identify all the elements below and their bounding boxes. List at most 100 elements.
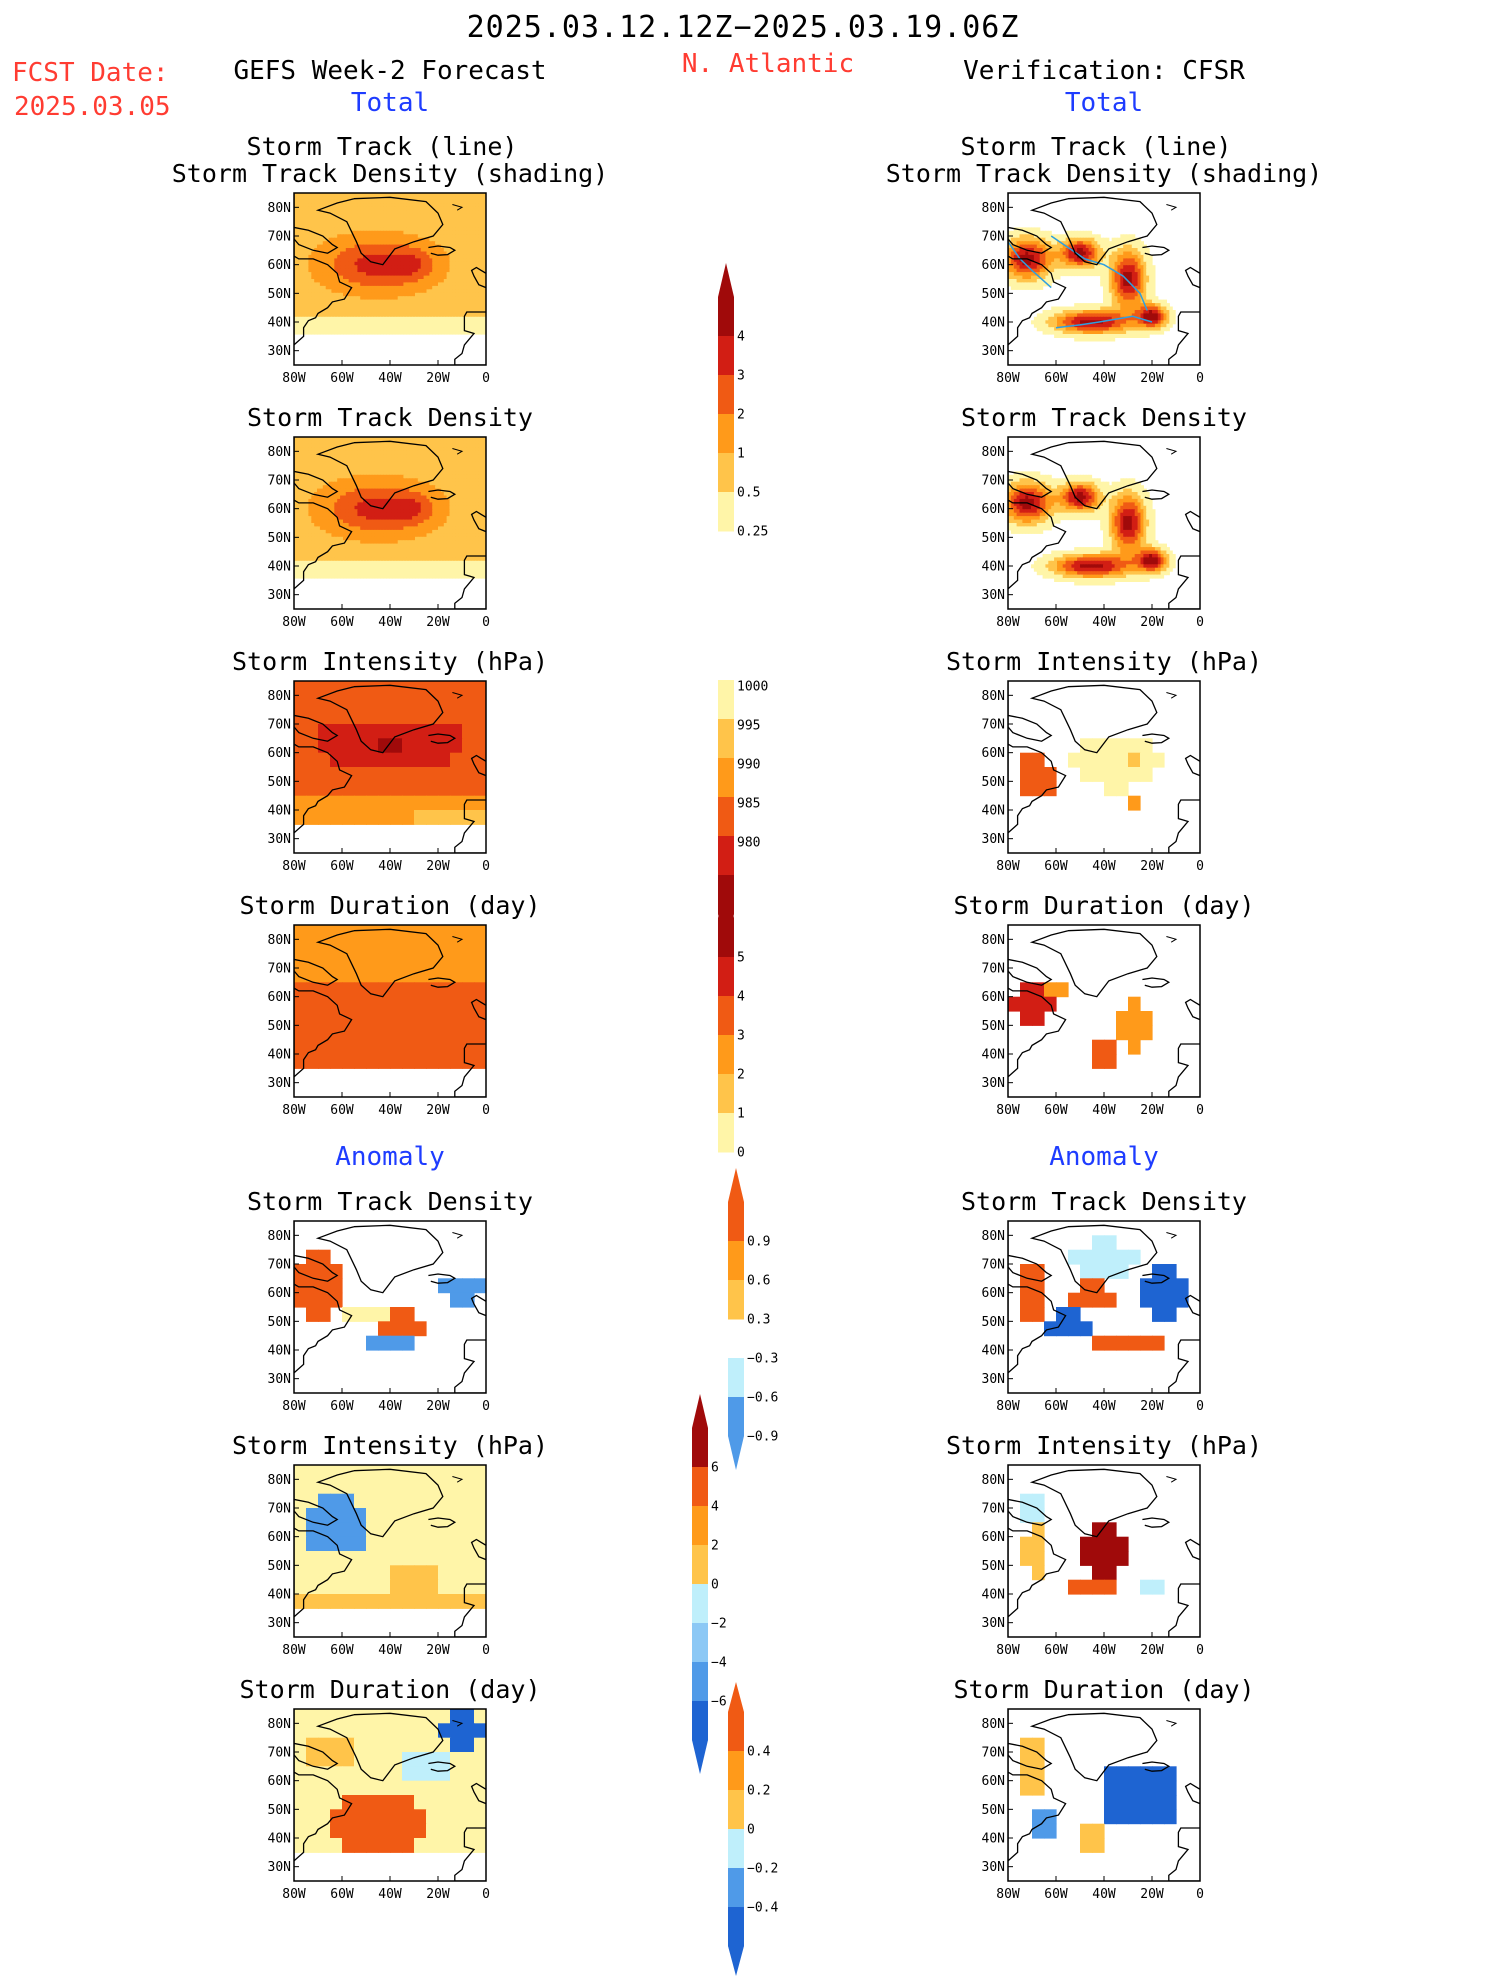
colorbar-tick-label: 4	[737, 330, 745, 345]
lat-tick-label: 60N	[982, 502, 1005, 517]
lat-tick-label: 60N	[982, 746, 1005, 761]
lon-tick-label: 80W	[282, 1887, 306, 1902]
lon-tick-label: 60W	[330, 1399, 354, 1414]
colorbar-tick-label: 0.4	[747, 1745, 771, 1760]
lat-tick-label: 40N	[268, 804, 291, 819]
colorbar-tick-label: −0.3	[747, 1352, 778, 1367]
panel-title-anom-duration-right: Storm Duration (day)	[953, 1675, 1254, 1704]
lat-tick-label: 50N	[982, 1803, 1005, 1818]
colorbar-tick-label: 0.6	[747, 1274, 770, 1289]
colorbar-tick-label: 0	[747, 1823, 755, 1838]
lon-tick-label: 0	[1196, 1103, 1204, 1118]
lat-tick-label: 30N	[268, 1372, 291, 1387]
lon-tick-label: 0	[482, 1103, 490, 1118]
lon-tick-label: 80W	[282, 615, 306, 630]
lat-tick-label: 30N	[982, 588, 1005, 603]
lat-tick-label: 30N	[982, 832, 1005, 847]
lon-tick-label: 0	[1196, 1643, 1204, 1658]
lat-tick-label: 30N	[982, 344, 1005, 359]
lat-tick-label: 60N	[982, 1530, 1005, 1545]
forecast-period: 2025.03.12.12Z−2025.03.19.06Z	[467, 10, 1020, 45]
lat-tick-label: 60N	[982, 1286, 1005, 1301]
lon-tick-label: 80W	[996, 1643, 1020, 1658]
lat-tick-label: 30N	[268, 1076, 291, 1091]
lat-tick-label: 40N	[982, 560, 1005, 575]
right-column-title: Verification: CFSR	[963, 56, 1245, 86]
lon-tick-label: 80W	[996, 1103, 1020, 1118]
colorbar-tick-label: −0.4	[747, 1901, 778, 1916]
lat-tick-label: 70N	[982, 1258, 1005, 1273]
lat-tick-label: 70N	[982, 230, 1005, 245]
panel-title-track-line-left: Storm Track (line)	[247, 132, 518, 161]
colorbar-tick-label: 0.25	[737, 525, 768, 540]
colorbar-tick-label: 0	[737, 1146, 745, 1161]
panel-title-track-shading-left: Storm Track Density (shading)	[172, 159, 609, 188]
lon-tick-label: 20W	[426, 615, 450, 630]
colorbar-tick-label: 5	[737, 951, 745, 966]
lat-tick-label: 60N	[268, 1286, 291, 1301]
lat-tick-label: 50N	[982, 1019, 1005, 1034]
lon-tick-label: 40W	[378, 1399, 402, 1414]
lat-tick-label: 70N	[268, 718, 291, 733]
lon-tick-label: 0	[1196, 1399, 1204, 1414]
lon-tick-label: 0	[482, 1643, 490, 1658]
colorbar-tick-label: 6	[711, 1461, 719, 1476]
lon-tick-label: 60W	[330, 371, 354, 386]
lon-tick-label: 40W	[378, 859, 402, 874]
colorbar-tick-label: −2	[711, 1617, 727, 1632]
lat-tick-label: 50N	[268, 1803, 291, 1818]
lat-tick-label: 80N	[982, 201, 1005, 216]
lon-tick-label: 80W	[996, 859, 1020, 874]
lat-tick-label: 80N	[268, 1473, 291, 1488]
lon-tick-label: 40W	[378, 1103, 402, 1118]
lat-tick-label: 70N	[982, 718, 1005, 733]
lat-tick-label: 80N	[982, 689, 1005, 704]
lat-tick-label: 50N	[982, 531, 1005, 546]
lat-tick-label: 40N	[982, 804, 1005, 819]
lat-tick-label: 50N	[268, 1019, 291, 1034]
lon-tick-label: 0	[1196, 859, 1204, 874]
lon-tick-label: 40W	[378, 1643, 402, 1658]
lat-tick-label: 80N	[268, 689, 291, 704]
lat-tick-label: 60N	[268, 258, 291, 273]
lat-tick-label: 70N	[268, 1258, 291, 1273]
lon-tick-label: 60W	[330, 1103, 354, 1118]
lat-tick-label: 60N	[268, 746, 291, 761]
lon-tick-label: 40W	[1092, 859, 1116, 874]
lon-tick-label: 20W	[1140, 1103, 1164, 1118]
lon-tick-label: 20W	[426, 859, 450, 874]
panel-title-anom-density-right: Storm Track Density	[961, 1187, 1247, 1216]
lon-tick-label: 20W	[426, 371, 450, 386]
lat-tick-label: 80N	[982, 1229, 1005, 1244]
lat-tick-label: 30N	[268, 344, 291, 359]
colorbar-duration-anom: 0.4 0.2 0 −0.2 −0.4	[728, 1682, 808, 1988]
colorbar-tick-label: 0.2	[747, 1784, 770, 1799]
lat-tick-label: 70N	[268, 230, 291, 245]
colorbar-tick-label: −0.2	[747, 1862, 778, 1877]
lat-tick-label: 80N	[982, 1717, 1005, 1732]
colorbar-tick-label: 3	[737, 1029, 745, 1044]
lon-tick-label: 80W	[282, 859, 306, 874]
lat-tick-label: 70N	[982, 962, 1005, 977]
lon-tick-label: 60W	[1044, 1399, 1068, 1414]
lon-tick-label: 40W	[1092, 371, 1116, 386]
colorbar-tick-label: 4	[737, 990, 745, 1005]
lon-tick-label: 20W	[426, 1399, 450, 1414]
lat-tick-label: 30N	[982, 1372, 1005, 1387]
lon-tick-label: 20W	[426, 1103, 450, 1118]
lon-tick-label: 20W	[426, 1643, 450, 1658]
lat-tick-label: 40N	[268, 1048, 291, 1063]
lat-tick-label: 60N	[268, 990, 291, 1005]
lat-tick-label: 50N	[268, 1315, 291, 1330]
lat-tick-label: 40N	[982, 316, 1005, 331]
lon-tick-label: 0	[482, 615, 490, 630]
